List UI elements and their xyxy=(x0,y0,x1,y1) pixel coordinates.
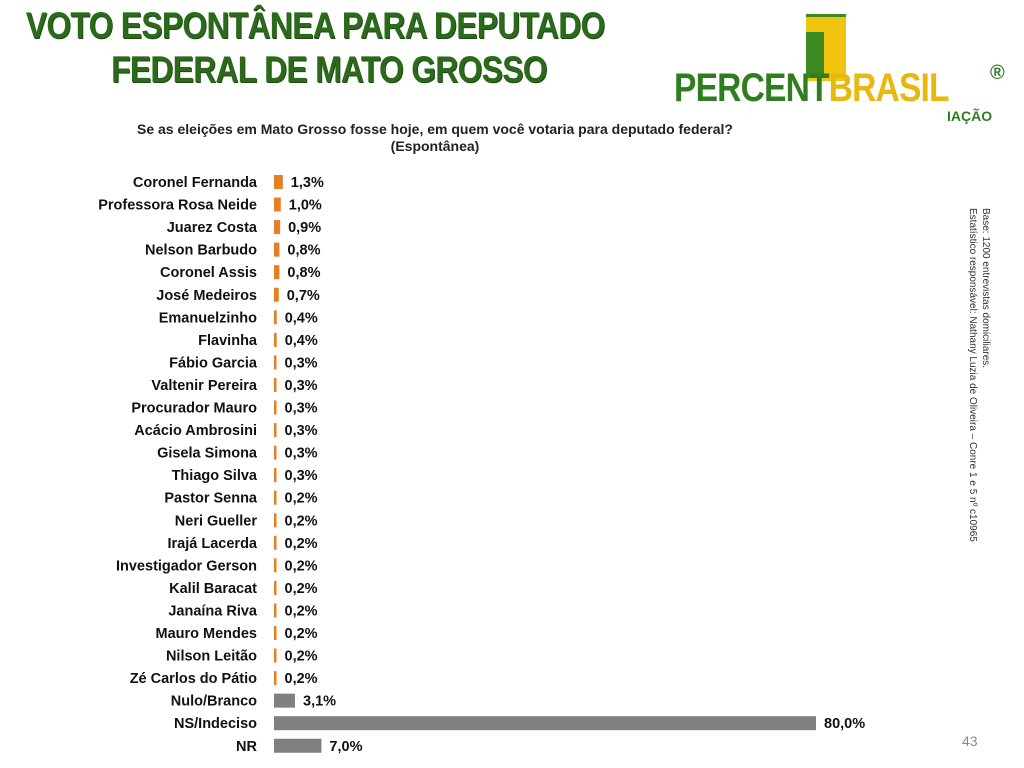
bar xyxy=(274,490,277,505)
category-label: José Medeiros xyxy=(156,288,257,304)
bar xyxy=(274,468,277,483)
bar xyxy=(274,626,277,640)
value-label: 80,0% xyxy=(824,716,865,732)
value-label: 0,3% xyxy=(285,355,318,371)
category-label: Janaína Riva xyxy=(168,603,258,619)
registered-mark: ® xyxy=(990,62,1005,84)
value-label: 0,4% xyxy=(285,333,318,349)
value-label: 0,2% xyxy=(285,536,318,552)
bar xyxy=(274,400,277,415)
logo-mark-green xyxy=(806,32,824,78)
bar xyxy=(274,310,277,325)
value-label: 0,2% xyxy=(285,558,318,574)
category-label: Gisela Simona xyxy=(157,446,258,462)
category-label: Coronel Fernanda xyxy=(133,175,258,191)
note-line-1: Base: 1200 entrevistas domiciliares. xyxy=(980,208,991,369)
bar xyxy=(274,242,280,257)
page-title: VOTO ESPONTÂNEA PARA DEPUTADO FEDERAL DE… xyxy=(0,4,605,92)
note-line-2: Estatístico responsável: Nathany Luzia d… xyxy=(967,208,978,542)
category-label: Nilson Leitão xyxy=(166,649,257,665)
bar xyxy=(274,603,277,618)
value-label: 0,8% xyxy=(287,265,320,281)
value-label: 0,2% xyxy=(285,603,318,619)
value-label: 1,3% xyxy=(291,175,324,191)
value-label: 0,3% xyxy=(285,423,318,439)
logo-wordmark: PERCENTBRASIL xyxy=(674,66,950,110)
bar xyxy=(274,738,322,753)
title-line-1: VOTO ESPONTÂNEA PARA DEPUTADO xyxy=(25,5,605,46)
title-line-2: FEDERAL DE MATO GROSSO xyxy=(111,49,547,90)
value-label: 0,3% xyxy=(285,401,318,417)
category-label: Nulo/Branco xyxy=(171,694,257,710)
bar xyxy=(274,332,277,347)
category-label: Flavinha xyxy=(198,333,258,349)
category-label: Mauro Mendes xyxy=(155,626,257,642)
bar xyxy=(274,423,277,438)
value-label: 0,2% xyxy=(285,649,318,665)
bar xyxy=(274,648,277,663)
logo-subtext: IAÇÃO xyxy=(947,108,993,124)
bar xyxy=(274,175,283,189)
logo-word-brasil: BRASIL xyxy=(828,66,950,110)
category-label: Fábio Garcia xyxy=(169,355,258,371)
bar xyxy=(274,197,281,212)
bar xyxy=(274,355,277,370)
value-label: 0,2% xyxy=(285,581,318,597)
bar xyxy=(274,558,277,573)
bar xyxy=(274,693,296,708)
logo-word-percent: PERCENT xyxy=(674,66,830,110)
bar xyxy=(274,671,277,686)
bar xyxy=(274,445,277,460)
value-label: 0,8% xyxy=(287,243,320,259)
value-label: 0,3% xyxy=(285,446,318,462)
category-label: Valtenir Pereira xyxy=(151,378,258,394)
value-label: 0,9% xyxy=(288,220,321,236)
value-label: 0,2% xyxy=(285,626,318,642)
category-label: Coronel Assis xyxy=(160,265,257,281)
value-label: 0,3% xyxy=(285,378,318,394)
value-label: 3,1% xyxy=(303,694,336,710)
value-label: 0,2% xyxy=(285,671,318,687)
page-number: 43 xyxy=(962,733,978,749)
category-label: NS/Indeciso xyxy=(174,716,257,732)
category-label: Pastor Senna xyxy=(164,491,258,507)
survey-question: Se as eleições em Mato Grosso fosse hoje… xyxy=(40,121,830,155)
category-label: NR xyxy=(236,739,257,755)
value-label: 0,7% xyxy=(287,288,320,304)
category-label: Thiago Silva xyxy=(172,468,258,484)
category-label: Professora Rosa Neide xyxy=(98,198,257,214)
category-label: Neri Gueller xyxy=(175,513,258,529)
bar xyxy=(274,377,277,392)
category-label: Nelson Barbudo xyxy=(145,243,257,259)
question-line-1: Se as eleições em Mato Grosso fosse hoje… xyxy=(137,121,733,137)
category-label: Investigador Gerson xyxy=(116,558,257,574)
bar xyxy=(274,716,816,731)
category-label: Zé Carlos do Pátio xyxy=(130,671,257,687)
value-label: 0,2% xyxy=(285,491,318,507)
bar xyxy=(274,287,279,302)
bar xyxy=(274,220,281,235)
value-label: 0,3% xyxy=(285,468,318,484)
bar xyxy=(274,535,277,550)
category-label: Acácio Ambrosini xyxy=(134,423,257,439)
value-label: 7,0% xyxy=(329,739,362,755)
category-label: Kalil Baracat xyxy=(169,581,257,597)
methodology-note: Base: 1200 entrevistas domiciliares. Est… xyxy=(966,208,992,542)
bar xyxy=(274,513,277,528)
category-label: Emanuelzinho xyxy=(159,310,257,326)
value-label: 0,2% xyxy=(285,513,318,529)
value-label: 1,0% xyxy=(289,198,322,214)
bar xyxy=(274,265,280,280)
value-label: 0,4% xyxy=(285,310,318,326)
category-label: Procurador Mauro xyxy=(131,401,257,417)
category-label: Juarez Costa xyxy=(167,220,258,236)
category-label: Irajá Lacerda xyxy=(168,536,258,552)
question-line-2: (Espontânea) xyxy=(390,138,480,154)
bar xyxy=(274,580,277,595)
